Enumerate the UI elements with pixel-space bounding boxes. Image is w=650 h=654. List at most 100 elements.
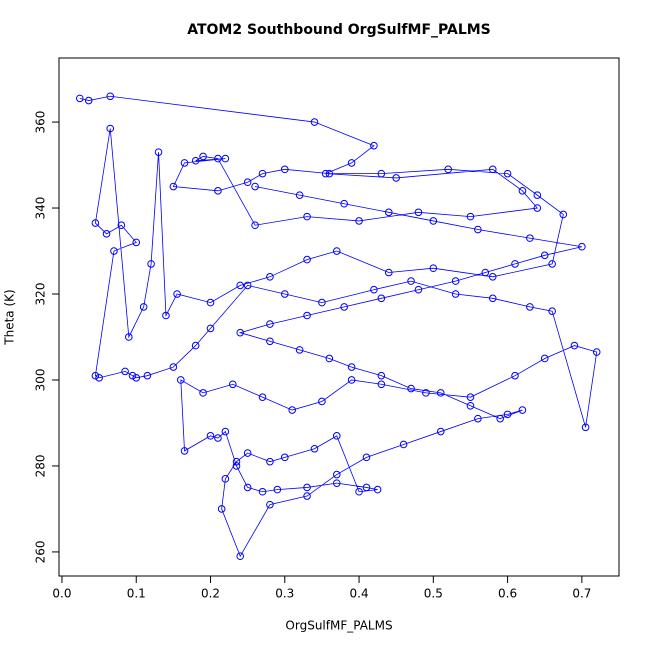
- point: [228, 380, 237, 389]
- point: [414, 285, 423, 294]
- point: [377, 380, 386, 389]
- point: [139, 303, 148, 311]
- x-tick-label: 0.7: [572, 587, 591, 601]
- point: [243, 178, 252, 187]
- point: [106, 92, 115, 101]
- y-tick-label: 340: [34, 197, 48, 220]
- point: [180, 447, 189, 455]
- point: [199, 389, 207, 397]
- y-tick-label: 260: [34, 540, 48, 563]
- point: [310, 444, 319, 453]
- point: [570, 341, 579, 350]
- point: [295, 191, 304, 199]
- point: [548, 260, 556, 268]
- point: [340, 303, 348, 311]
- point: [407, 384, 415, 393]
- point: [384, 268, 393, 277]
- point: [84, 96, 93, 105]
- point: [162, 311, 170, 320]
- point: [474, 225, 482, 234]
- point: [518, 406, 527, 414]
- point: [191, 156, 200, 165]
- x-axis-label: OrgSulfMF_PALMS: [285, 619, 392, 633]
- point: [347, 159, 356, 167]
- point: [436, 389, 445, 397]
- point: [355, 487, 363, 496]
- point: [102, 230, 111, 238]
- line: [79, 95, 598, 558]
- point: [399, 440, 408, 449]
- point: [280, 453, 289, 462]
- point: [340, 199, 348, 208]
- point: [384, 208, 393, 217]
- point: [143, 371, 152, 380]
- point: [221, 154, 230, 163]
- point: [496, 414, 504, 423]
- point: [429, 217, 438, 225]
- point: [273, 485, 282, 494]
- x-tick-label: 0.6: [498, 587, 517, 601]
- point: [232, 462, 241, 470]
- point: [221, 475, 230, 483]
- point: [581, 423, 590, 432]
- point: [466, 393, 475, 401]
- point: [191, 341, 200, 350]
- x-tick-label: 0.4: [350, 587, 369, 601]
- point: [266, 500, 274, 509]
- point: [206, 298, 215, 307]
- point: [303, 255, 311, 264]
- point: [370, 141, 378, 150]
- point: [258, 169, 267, 178]
- point: [169, 182, 178, 191]
- point: [75, 94, 84, 103]
- point: [466, 212, 475, 221]
- x-tick-label: 0.2: [201, 587, 220, 601]
- point: [526, 234, 534, 242]
- point: [266, 457, 274, 466]
- point: [488, 273, 497, 281]
- point: [280, 165, 289, 174]
- point: [132, 238, 141, 247]
- y-axis-label: Theta (K): [3, 289, 17, 345]
- point: [310, 118, 319, 126]
- point: [377, 294, 386, 303]
- point: [436, 427, 445, 436]
- point: [132, 374, 141, 382]
- point: [488, 165, 497, 174]
- point: [332, 432, 341, 440]
- point: [106, 124, 115, 133]
- point: [362, 453, 371, 462]
- point: [355, 217, 363, 225]
- point: [318, 397, 326, 406]
- point: [321, 169, 330, 178]
- point: [251, 182, 259, 191]
- point: [95, 374, 103, 382]
- point: [303, 311, 311, 320]
- point: [503, 410, 512, 419]
- point: [429, 264, 438, 273]
- point: [217, 505, 226, 513]
- point: [180, 159, 189, 167]
- plot-box: [58, 57, 620, 577]
- point: [407, 277, 415, 285]
- point: [243, 483, 252, 492]
- point: [347, 376, 356, 384]
- point: [236, 552, 245, 561]
- point: [236, 281, 245, 290]
- point: [258, 487, 267, 496]
- point: [488, 294, 497, 303]
- point: [266, 320, 274, 328]
- point: [251, 221, 259, 230]
- x-tick-label: 0.1: [127, 587, 146, 601]
- point: [332, 470, 341, 479]
- point: [414, 208, 423, 217]
- point: [169, 363, 178, 371]
- point: [121, 367, 129, 376]
- y-tick-label: 280: [34, 454, 48, 477]
- point: [214, 434, 222, 442]
- point: [518, 187, 527, 195]
- point: [236, 328, 245, 337]
- point: [303, 492, 311, 500]
